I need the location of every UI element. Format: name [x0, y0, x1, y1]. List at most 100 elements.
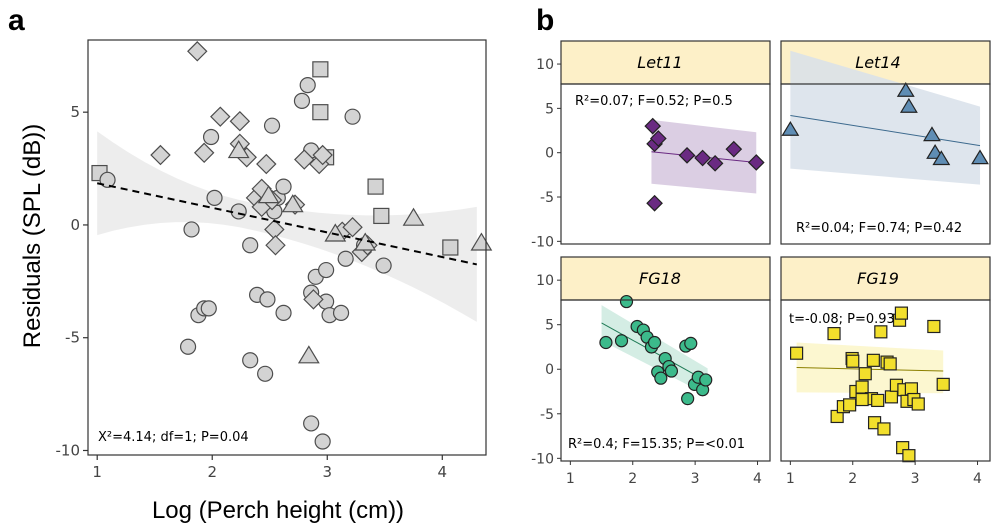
data-point-square — [884, 390, 899, 404]
y-tick-label: -10 — [56, 441, 81, 459]
data-point-diamond — [150, 144, 171, 166]
data-point-diamond — [706, 154, 724, 172]
x-tick-label: 2 — [628, 471, 637, 487]
data-point-circle — [183, 221, 200, 238]
data-point-diamond — [265, 235, 286, 256]
panel-a-stats-annotation: X²=4.14; df=1; P=0.04 — [98, 430, 249, 445]
panel-label-b: b — [536, 4, 554, 37]
y-tick-label: -5 — [65, 329, 80, 347]
data-point-square — [373, 207, 390, 225]
y-tick-label: -10 — [531, 234, 554, 250]
data-point-circle — [599, 335, 613, 350]
data-point-diamond — [187, 41, 208, 62]
x-axis-label: Log (Perch height (cm)) — [152, 497, 404, 524]
x-tick-label: 3 — [322, 463, 332, 481]
data-point-square — [855, 380, 869, 394]
data-point-triangle — [281, 194, 304, 213]
data-point-diamond — [294, 149, 315, 170]
data-point-circle — [200, 300, 217, 317]
data-point-square — [874, 325, 888, 339]
data-point-circle — [332, 304, 350, 322]
data-point-circle — [242, 352, 259, 369]
x-tick-label: 2 — [207, 463, 217, 481]
data-point-diamond — [342, 216, 363, 238]
panel-a-chart: 1 2 3 4 5 0 -5 -10 — [56, 39, 493, 481]
y-tick-label: -5 — [540, 407, 554, 423]
data-point-diamond — [303, 289, 324, 310]
data-point-diamond — [312, 144, 333, 166]
data-point-circle — [699, 373, 713, 387]
data-point-circle — [293, 92, 311, 109]
data-point-square — [911, 397, 925, 411]
data-point-diamond — [229, 110, 251, 132]
data-point-circle — [299, 77, 316, 94]
y-tick-label: 0 — [70, 216, 80, 234]
data-point-circle — [179, 338, 197, 355]
facet-title-fg19: FG19 — [857, 269, 899, 288]
facet-let14-stats: R²=0.04; F=0.74; P=0.42 — [796, 221, 962, 236]
data-point-circle — [664, 364, 679, 378]
data-point-triangle — [297, 345, 320, 364]
data-point-diamond — [210, 106, 231, 127]
facet-title-fg18: FG18 — [639, 269, 681, 288]
data-point-circle — [242, 237, 259, 254]
facet-strip — [560, 40, 771, 85]
data-point-circle — [303, 415, 320, 432]
plot-frame — [87, 39, 487, 456]
data-point-circle — [230, 203, 247, 220]
y-tick-label: 5 — [545, 318, 554, 334]
data-point-square — [312, 61, 329, 78]
data-point-triangle — [971, 149, 989, 165]
confidence-ribbon — [97, 131, 477, 322]
y-tick-label: 5 — [70, 103, 80, 121]
facet-fg19: 1 2 3 4 — [780, 256, 991, 487]
y-tick-label: 5 — [545, 101, 554, 117]
data-point-circle — [257, 365, 274, 382]
data-point-square — [927, 319, 941, 334]
facet-strip — [560, 256, 771, 301]
facet-title-let14: Let14 — [855, 53, 900, 72]
data-point-diamond — [678, 147, 696, 164]
facet-strip — [780, 256, 991, 301]
facet-frame — [780, 83, 991, 245]
data-point-triangle — [324, 223, 347, 242]
facet-title-let11: Let11 — [637, 53, 682, 72]
data-point-square — [866, 353, 880, 367]
data-point-square — [894, 306, 909, 320]
y-tick-label: 10 — [536, 57, 554, 73]
x-tick-label: 3 — [691, 471, 700, 487]
data-point-triangle — [932, 150, 951, 166]
data-point-square — [442, 239, 459, 256]
y-axis-label: Residuals (SPL (dB)) — [19, 124, 46, 349]
data-point-diamond — [644, 117, 662, 135]
data-point-circle — [681, 392, 695, 406]
data-point-circle — [654, 371, 668, 385]
facet-fg19-stats: t=-0.08; P=0.93 — [789, 312, 895, 327]
data-point-circle — [259, 291, 276, 308]
facet-frame — [560, 299, 771, 462]
data-point-square — [312, 104, 329, 121]
data-point-triangle — [257, 185, 280, 204]
data-point-circle — [619, 294, 634, 309]
data-point-square — [843, 398, 857, 412]
data-point-square — [883, 357, 897, 371]
data-point-triangle — [227, 139, 250, 159]
data-point-circle — [206, 189, 223, 206]
data-point-circle — [99, 171, 116, 188]
data-point-square — [871, 393, 885, 408]
x-tick-label: 4 — [753, 471, 762, 487]
y-tick-label: -5 — [540, 190, 554, 206]
data-point-triangle — [896, 81, 915, 97]
data-point-diamond — [193, 142, 215, 163]
data-point-circle — [647, 335, 662, 350]
facet-frame — [780, 299, 991, 462]
data-point-triangle — [899, 97, 918, 113]
x-tick-label: 1 — [566, 471, 575, 487]
y-tick-label: -10 — [531, 451, 554, 467]
y-tick-label: 0 — [545, 362, 554, 378]
data-point-circle — [337, 250, 354, 267]
data-point-circle — [314, 433, 331, 450]
data-point-square — [789, 346, 804, 360]
data-point-diamond — [649, 130, 667, 147]
data-point-circle — [275, 178, 292, 195]
